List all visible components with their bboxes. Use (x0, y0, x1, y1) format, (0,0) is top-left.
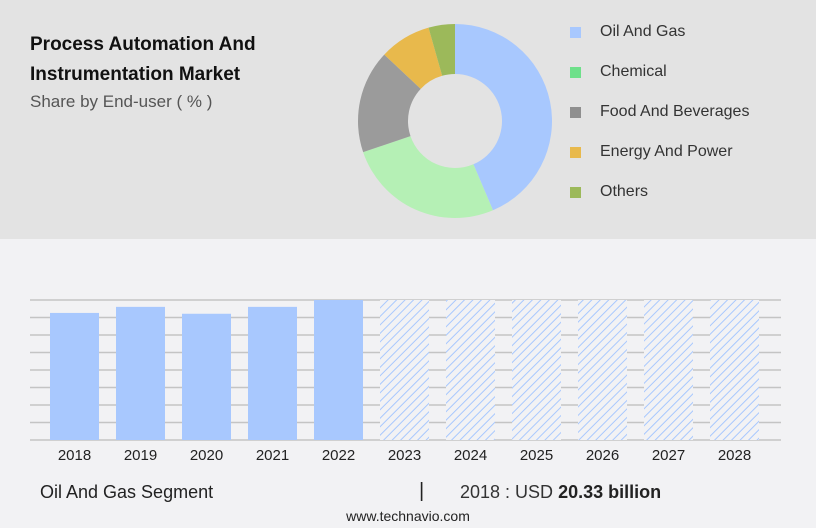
page-title: Process Automation And Instrumentation M… (30, 34, 256, 85)
donut-slice-others (428, 24, 455, 76)
x-tick-label: 2023 (388, 447, 421, 464)
segment-value: 2018 : USD 20.33 billion (460, 482, 661, 503)
x-tick-label: 2022 (322, 447, 355, 464)
x-tick-label: 2027 (652, 447, 685, 464)
bar-2023 (380, 300, 429, 440)
x-tick-label: 2025 (520, 447, 553, 464)
x-tick-label: 2026 (586, 447, 619, 464)
legend-item: Others (570, 172, 749, 212)
donut-slice-oil-and-gas (455, 24, 552, 211)
year-label: 2018 : USD (460, 482, 554, 502)
bar-2021 (248, 306, 297, 440)
legend-item: Oil And Gas (570, 12, 749, 52)
legend-label: Others (600, 183, 649, 200)
x-tick-label: 2028 (718, 447, 751, 464)
bar-2025 (512, 300, 561, 440)
source-url: www.technavio.com (346, 508, 470, 524)
bar-2019 (116, 306, 165, 440)
bar-2024 (446, 300, 495, 440)
page-subtitle: Share by End-user ( % ) (30, 92, 213, 111)
donut-slice-chemical (363, 136, 493, 218)
value-label: 20.33 billion (558, 482, 662, 502)
donut-slice-food-and-beverages (357, 54, 421, 153)
legend-label: Energy And Power (600, 143, 733, 160)
legend-item: Energy And Power (570, 132, 749, 172)
legend-item: Chemical (570, 52, 749, 92)
x-tick-label: 2019 (124, 447, 157, 464)
legend-swatch (570, 26, 581, 38)
x-tick-label: 2021 (256, 447, 289, 464)
legend-swatch (570, 66, 581, 78)
bar-2020 (182, 313, 231, 440)
bar-2027 (644, 300, 693, 440)
donut-slice-energy-and-power (384, 27, 443, 89)
bar-2028 (710, 300, 759, 440)
segment-label: Oil And Gas Segment (40, 482, 214, 502)
bar-2022 (314, 300, 363, 440)
bar-2026 (578, 300, 627, 440)
legend-label: Food And Beverages (600, 103, 750, 120)
legend-swatch (570, 186, 581, 198)
legend-swatch (570, 146, 581, 158)
legend-item: Food And Beverages (570, 92, 749, 132)
x-tick-label: 2018 (58, 447, 91, 464)
legend-label: Oil And Gas (600, 23, 686, 40)
legend-swatch (570, 106, 581, 118)
x-tick-label: 2024 (454, 447, 487, 464)
separator: | (419, 480, 425, 502)
x-tick-label: 2020 (190, 447, 223, 464)
legend-label: Chemical (600, 63, 667, 80)
legend: Oil And Gas Chemical Food And Beverages Ene… (570, 12, 749, 212)
bar-2018 (50, 312, 99, 440)
